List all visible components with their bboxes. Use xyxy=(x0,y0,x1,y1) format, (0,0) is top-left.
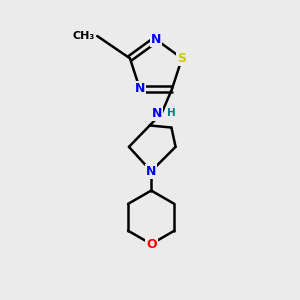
Text: CH₃: CH₃ xyxy=(72,31,94,41)
Text: H: H xyxy=(167,108,176,118)
Text: N: N xyxy=(151,33,161,46)
Text: S: S xyxy=(178,52,187,65)
Text: N: N xyxy=(146,165,156,178)
Text: N: N xyxy=(135,82,145,95)
Text: N: N xyxy=(152,107,162,120)
Text: O: O xyxy=(146,238,157,250)
